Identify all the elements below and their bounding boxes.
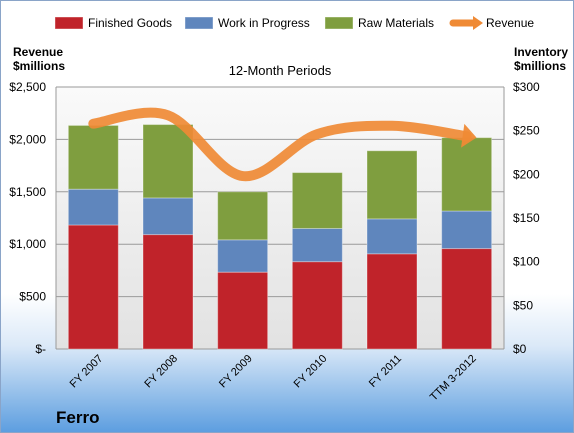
bar-segment-finished-goods	[142, 234, 194, 350]
x-tick-label: FY 2011	[367, 353, 404, 390]
left-tick-label: $-	[35, 342, 46, 356]
x-tick-label: TTM 3-2012	[428, 353, 479, 404]
bar-segment-finished-goods	[67, 224, 119, 350]
legend-label: Finished Goods	[88, 16, 172, 30]
bars-group	[67, 124, 493, 350]
revenue-line-group	[88, 107, 477, 182]
left-tick-label: $500	[19, 290, 46, 304]
x-tick-label: FY 2010	[292, 353, 330, 391]
revenue-arrowhead	[461, 123, 477, 148]
right-tick-label: $100	[513, 255, 540, 269]
right-axis-ticks: $0 $50 $100 $150 $200 $250 $300	[513, 80, 540, 356]
left-tick-label: $1,500	[9, 185, 46, 199]
bar-segment-finished-goods	[366, 253, 418, 350]
left-tick-label: $1,000	[9, 237, 46, 251]
left-axis-ticks: $- $500 $1,000 $1,500 $2,000 $2,500	[9, 80, 46, 356]
bar-segment-finished-goods	[291, 261, 343, 350]
right-tick-label: $200	[513, 167, 540, 181]
right-tick-label: $0	[513, 342, 527, 356]
right-tick-label: $250	[513, 124, 540, 138]
legend-swatch-raw-materials	[324, 16, 354, 30]
company-name: Ferro	[56, 408, 99, 427]
bar-segment-finished-goods	[441, 248, 493, 350]
bar-segment-raw-materials	[142, 124, 194, 199]
legend-swatch-work-in-progress	[184, 16, 214, 30]
legend-swatch-finished-goods	[54, 16, 84, 30]
x-tick-label: FY 2009	[217, 353, 255, 391]
legend-arrow-icon	[473, 16, 483, 30]
left-axis-label-line2: $millions	[13, 59, 65, 73]
bar-segment-finished-goods	[217, 271, 269, 350]
right-axis-label-line1: Inventory	[514, 45, 568, 59]
bar-segment-work-in-progress	[291, 227, 343, 263]
right-tick-label: $150	[513, 211, 540, 225]
legend-label: Revenue	[486, 16, 534, 30]
legend-label: Raw Materials	[358, 16, 434, 30]
right-tick-label: $50	[513, 298, 533, 312]
right-tick-label: $300	[513, 80, 540, 94]
left-axis-label-line1: Revenue	[13, 45, 63, 59]
x-tick-label: FY 2007	[68, 353, 106, 391]
chart-subtitle: 12-Month Periods	[229, 63, 332, 78]
revenue-line	[88, 107, 472, 182]
legend-label: Work in Progress	[218, 16, 310, 30]
bar-segment-raw-materials	[67, 124, 119, 190]
x-tick-label: FY 2008	[142, 353, 180, 391]
legend: Finished Goods Work in Progress Raw Materi…	[54, 16, 534, 30]
left-tick-label: $2,500	[9, 80, 46, 94]
bar-segment-work-in-progress	[366, 218, 418, 255]
bar-segment-work-in-progress	[217, 239, 269, 273]
gridlines	[55, 86, 505, 350]
left-tick-label: $2,000	[9, 132, 46, 146]
bar-segment-raw-materials	[217, 191, 269, 241]
x-axis-labels: FY 2007 FY 2008 FY 2009 FY 2010 FY 2011 TTM 3…	[68, 353, 479, 404]
right-axis-label-line2: $millions	[514, 59, 566, 73]
bar-segment-raw-materials	[366, 150, 418, 220]
bar-segment-raw-materials	[291, 172, 343, 229]
bar-segment-work-in-progress	[67, 188, 119, 226]
bar-segment-work-in-progress	[441, 210, 493, 250]
bar-segment-work-in-progress	[142, 197, 194, 236]
bar-segment-raw-materials	[441, 137, 493, 212]
